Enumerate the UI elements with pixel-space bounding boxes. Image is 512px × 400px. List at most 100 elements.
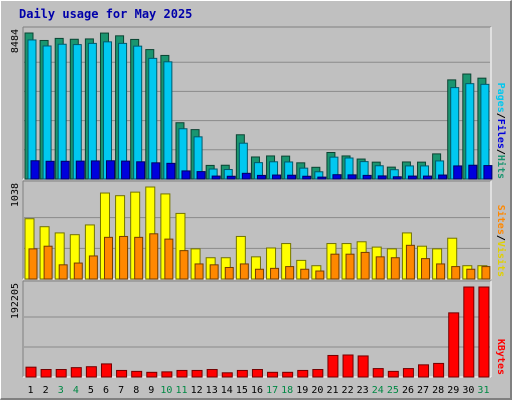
kbytes-bar [100,363,112,378]
x-axis-day-label: 12 [191,385,203,396]
sites-bar [73,262,83,280]
pages-bar [60,160,70,180]
x-axis-day-label: 29 [447,385,459,396]
panel-3-y-max-label: 192205 [10,283,21,319]
pages-bar [483,165,493,180]
x-axis-day-label: 22 [342,385,354,396]
sites-bar [300,268,310,280]
pages-bar [121,160,131,180]
pages-bar [407,175,417,180]
pages-bar [317,176,327,180]
pages-bar [241,172,251,180]
sites-bar [481,266,491,280]
kbytes-bar [312,369,324,378]
kbytes-bar [206,369,218,378]
pages-bar [332,174,342,180]
sites-bar [285,266,295,280]
x-axis-day-label: 3 [58,385,64,396]
sites-bar [209,264,219,280]
pages-bar [468,164,478,180]
sites-bar [315,270,325,280]
kbytes-bar [146,371,158,378]
x-axis-day-label: 20 [311,385,323,396]
sites-bar [375,256,385,280]
kbytes-bar [85,366,97,378]
x-axis-day-label: 30 [462,385,474,396]
pages-bar [75,160,85,180]
x-axis-day-label: 10 [160,385,172,396]
pages-bar [226,175,236,180]
chart-title: Daily usage for May 2025 [19,7,193,21]
x-axis-day-label: 1 [28,385,34,396]
pages-bar [166,162,176,180]
files-bar [148,57,158,180]
x-axis-day-label: 25 [387,385,399,396]
files-bar [163,61,173,180]
legend-sites-visits: Sites/Visits [495,205,507,277]
kbytes-bar [372,368,384,378]
x-axis-day-label: 9 [148,385,154,396]
sites-bar [239,263,249,280]
kbytes-bar [176,369,188,378]
sites-bar [345,253,355,280]
kbytes-bar [448,312,460,378]
pages-bar [453,165,463,180]
pages-bar [211,175,221,180]
pages-bar [272,174,282,180]
legend-hits: Hits [495,155,507,179]
pages-bar [423,175,433,180]
legend-kbytes: KBytes [495,339,506,375]
files-bar [42,45,52,180]
pages-bar [256,174,266,180]
kbytes-bar [387,370,399,378]
x-axis-day-label: 19 [296,385,308,396]
sites-bar [254,268,264,280]
kbytes-bar [357,355,369,378]
sites-bar [270,267,280,280]
pages-bar [136,161,146,180]
kbytes-bar [131,370,143,378]
x-axis-day-label: 23 [357,385,369,396]
kbytes-bar [418,364,430,378]
panel-3-background [23,281,491,377]
files-bar [133,45,143,180]
legend-kbytes: KBytes [495,339,506,375]
sites-bar [405,244,415,280]
files-bar [450,87,460,180]
x-axis-day-label: 14 [221,385,233,396]
sites-bar [360,251,370,280]
kbytes-bar [70,367,82,378]
x-axis-day-label: 7 [118,385,124,396]
sites-bar [58,264,68,280]
x-axis-day-label: 8 [133,385,139,396]
pages-bar [438,174,448,180]
sites-bar [224,266,234,280]
x-axis-day-label: 28 [432,385,444,396]
sites-bar [164,238,174,280]
legend-pages: Pages [495,83,506,113]
files-bar [57,43,67,180]
sites-bar [436,263,446,280]
pages-bar [377,175,387,180]
kbytes-bar [236,369,248,378]
x-axis-day-label: 27 [417,385,429,396]
x-axis-day-label: 18 [281,385,293,396]
x-axis-day-label: 15 [236,385,248,396]
pages-bar [347,174,357,180]
kbytes-bar [297,369,309,378]
kbytes-bar [161,371,173,378]
x-axis-day-label: 31 [477,385,489,396]
pages-bar [90,160,100,180]
kbytes-bar [221,372,233,378]
pages-bar [105,160,115,180]
sites-bar [88,255,98,280]
sites-bar [119,235,129,280]
files-bar [480,83,490,180]
x-axis-day-label: 5 [88,385,94,396]
pages-bar [196,171,206,180]
files-bar [87,42,97,180]
pages-bar [45,160,55,180]
x-axis-day-label: 2 [43,385,49,396]
